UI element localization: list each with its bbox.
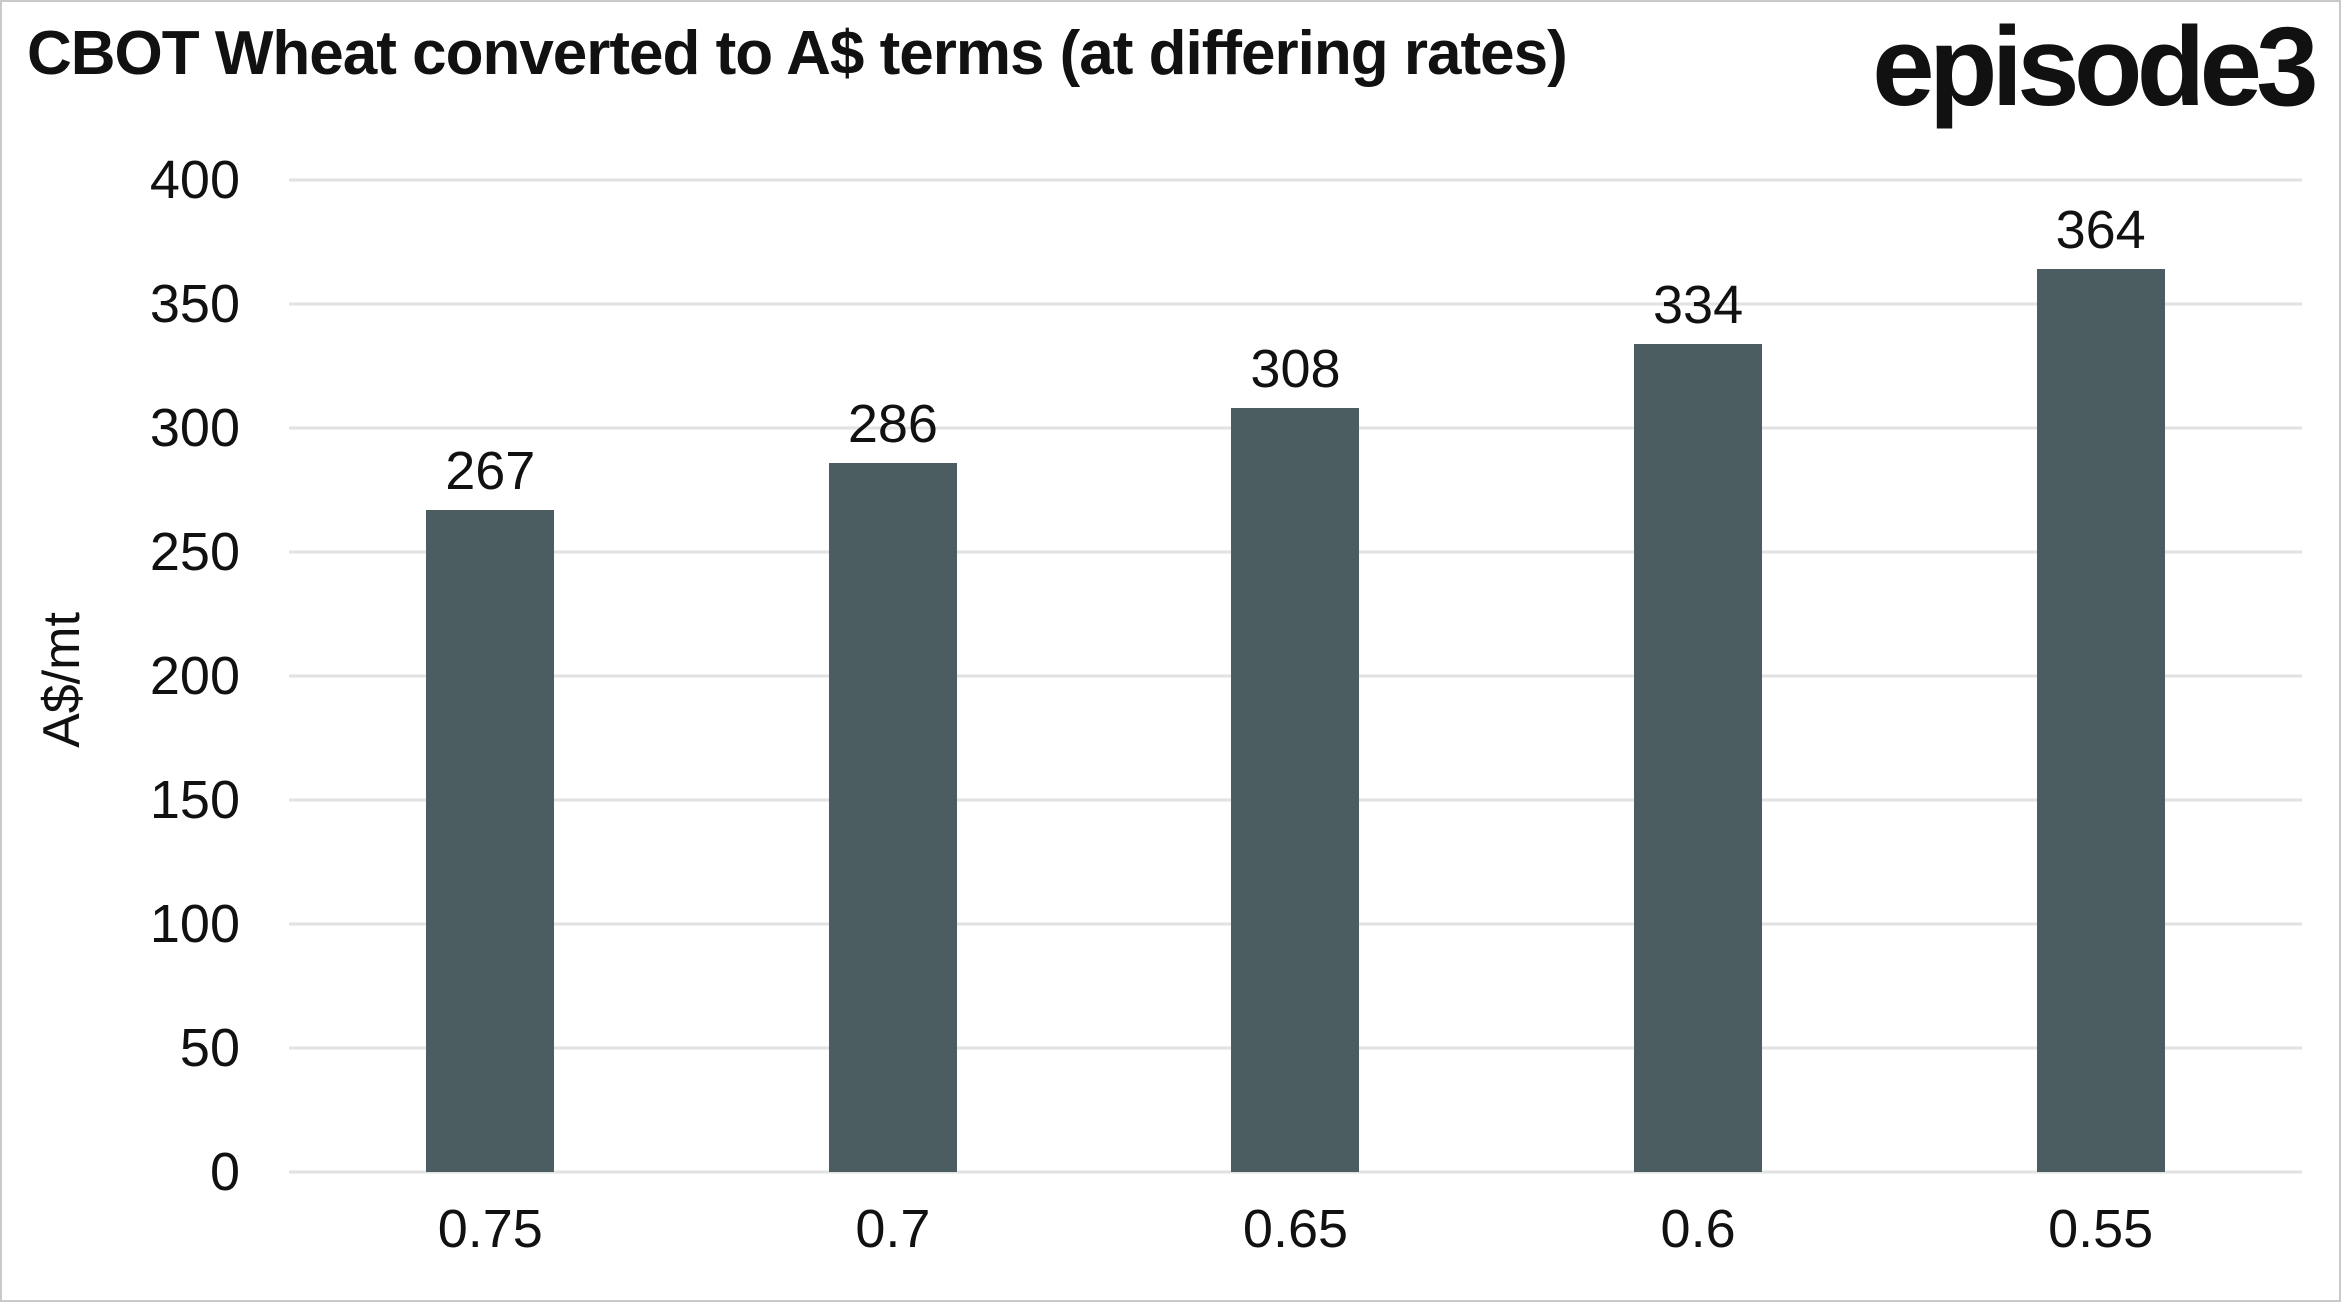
bar-0.75 xyxy=(426,509,555,1172)
y-tick-label-350: 350 xyxy=(149,274,240,334)
y-tick-label-0: 0 xyxy=(209,1142,240,1202)
y-tick-label-400: 400 xyxy=(149,150,240,210)
bar-group-0.6: 334 xyxy=(1497,180,1900,1172)
gridline-400 xyxy=(289,178,2302,182)
y-tick-label-100: 100 xyxy=(149,894,240,954)
y-tick-label-200: 200 xyxy=(149,646,240,706)
y-axis-ticks: 400 350 300 250 200 150 100 50 0 xyxy=(2,150,240,1202)
x-tick-label-0.75: 0.75 xyxy=(437,1199,543,1259)
gridline-350 xyxy=(289,302,2302,306)
bar-value-label: 364 xyxy=(2055,200,2146,261)
x-axis-ticks: 0.75 0.7 0.65 0.6 0.55 xyxy=(289,1198,2302,1260)
bar-group-0.55: 364 xyxy=(1899,180,2302,1172)
gridline-0 xyxy=(289,1170,2302,1174)
y-tick-label-150: 150 xyxy=(149,770,240,830)
y-tick-label-50: 50 xyxy=(179,1018,240,1078)
x-tick-label-0.65: 0.65 xyxy=(1242,1199,1349,1259)
bar-0.55 xyxy=(2036,269,2165,1172)
bar-value-label: 267 xyxy=(445,440,536,501)
chart-title: CBOT Wheat converted to A$ terms (at dif… xyxy=(27,19,1568,88)
plot-area: 267 286 308 334 364 xyxy=(289,178,2302,1174)
y-tick-label-250: 250 xyxy=(149,522,240,582)
y-tick-label-300: 300 xyxy=(149,398,240,458)
episode3-logo: episode3 xyxy=(1872,4,2318,129)
bar-value-label: 334 xyxy=(1653,274,1744,335)
bar-0.7 xyxy=(828,462,957,1172)
bar-value-label: 308 xyxy=(1250,339,1341,400)
bar-0.6 xyxy=(1634,343,1763,1172)
bar-group-0.75: 267 xyxy=(289,180,692,1172)
x-tick-label-0.6: 0.6 xyxy=(1660,1199,1736,1259)
x-tick-label-0.7: 0.7 xyxy=(855,1199,931,1259)
bar-value-label: 286 xyxy=(847,393,938,454)
bar-group-0.7: 286 xyxy=(692,180,1095,1172)
bar-0.65 xyxy=(1231,408,1360,1172)
bar-series: 267 286 308 334 364 xyxy=(289,180,2302,1172)
bar-group-0.65: 308 xyxy=(1094,180,1497,1172)
x-tick-label-0.55: 0.55 xyxy=(2048,1199,2154,1259)
